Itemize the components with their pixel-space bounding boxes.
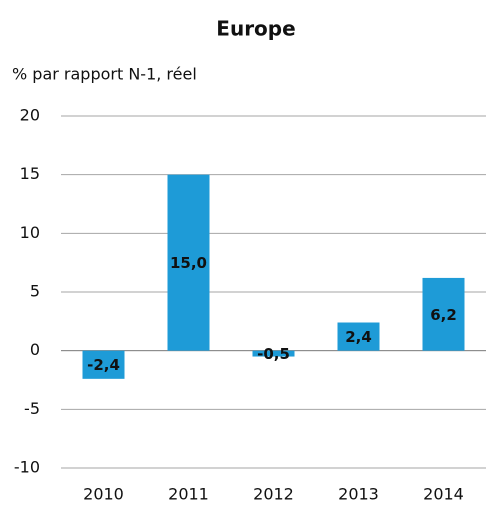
y-tick-label: 20	[20, 106, 40, 125]
bar	[252, 350, 295, 357]
x-tick-label: 2011	[168, 485, 209, 504]
y-tick-label: 15	[20, 164, 40, 183]
value-label: 2,4	[345, 328, 372, 346]
y-tick-label: -10	[14, 458, 40, 477]
value-label: 15,0	[170, 254, 207, 272]
x-tick-label: 2013	[338, 485, 379, 504]
bar	[167, 174, 210, 351]
y-tick-label: -5	[24, 399, 40, 418]
chart-subtitle: % par rapport N-1, réel	[12, 65, 197, 84]
chart-title: Europe	[216, 17, 295, 41]
bar	[82, 350, 125, 379]
y-tick-label: 10	[20, 223, 40, 242]
y-tick-label: 0	[30, 340, 40, 359]
y-tick-label: 5	[30, 282, 40, 301]
x-tick-label: 2010	[83, 485, 124, 504]
x-tick-label: 2012	[253, 485, 294, 504]
bar	[337, 322, 380, 351]
value-label: -2,4	[87, 356, 120, 374]
x-tick-label: 2014	[423, 485, 464, 504]
value-label: -0,5	[257, 345, 290, 363]
value-label: 6,2	[430, 306, 457, 324]
bar	[422, 277, 465, 351]
